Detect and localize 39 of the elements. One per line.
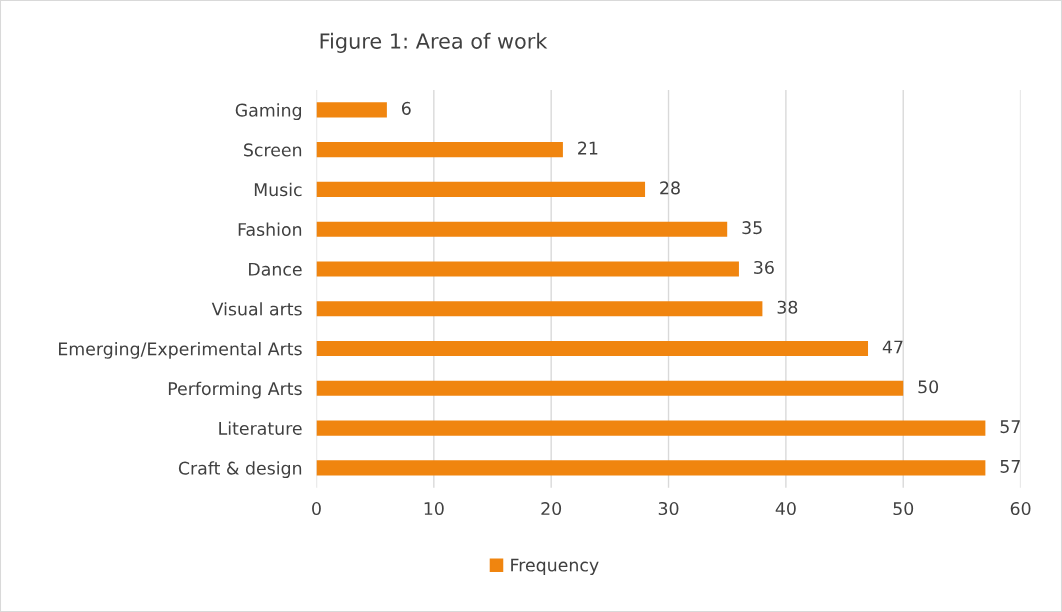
data-label: 36 — [754, 260, 774, 275]
y-tick-label: Craft & design — [178, 461, 302, 479]
bar — [316, 340, 869, 357]
data-label: 50 — [918, 380, 939, 394]
data-label: 57 — [1000, 460, 1020, 473]
x-tick-label: 60 — [1010, 501, 1031, 516]
bar — [316, 261, 739, 277]
y-tick-label: Visual arts — [211, 302, 302, 316]
y-tick-label: Performing Arts — [168, 381, 302, 399]
data-label: 6 — [401, 101, 411, 115]
y-tick-label: Fashion — [238, 222, 302, 237]
y-tick-label: Dance — [249, 262, 302, 276]
y-tick-label: Screen — [244, 143, 302, 157]
chart-title: Figure 1: Area of work — [320, 32, 548, 53]
x-tick-label: 40 — [775, 501, 796, 516]
data-label: 28 — [660, 181, 680, 195]
x-tick-label: 50 — [893, 501, 914, 516]
x-tick-label: 30 — [658, 501, 679, 516]
data-label: 35 — [742, 221, 762, 235]
x-tick-label: 0 — [312, 501, 321, 516]
x-tick-label: 10 — [424, 501, 444, 516]
y-tick-label: Gaming — [235, 103, 302, 121]
y-tick-label: Music — [254, 182, 302, 197]
bar — [316, 181, 646, 197]
bar — [316, 460, 986, 476]
bar — [316, 102, 387, 118]
x-tick-label: 20 — [541, 501, 562, 516]
data-label: 47 — [882, 340, 903, 354]
bar — [316, 380, 904, 396]
legend-label: Frequency — [511, 558, 599, 575]
bar — [316, 301, 763, 317]
bar — [316, 142, 563, 158]
data-label: 21 — [578, 141, 598, 155]
bar — [316, 420, 986, 436]
bar — [316, 221, 728, 237]
y-tick-label: Emerging/Experimental Arts — [59, 341, 302, 359]
data-label: 38 — [777, 300, 798, 314]
data-label: 57 — [1000, 420, 1020, 434]
y-tick-label: Literature — [219, 421, 302, 435]
